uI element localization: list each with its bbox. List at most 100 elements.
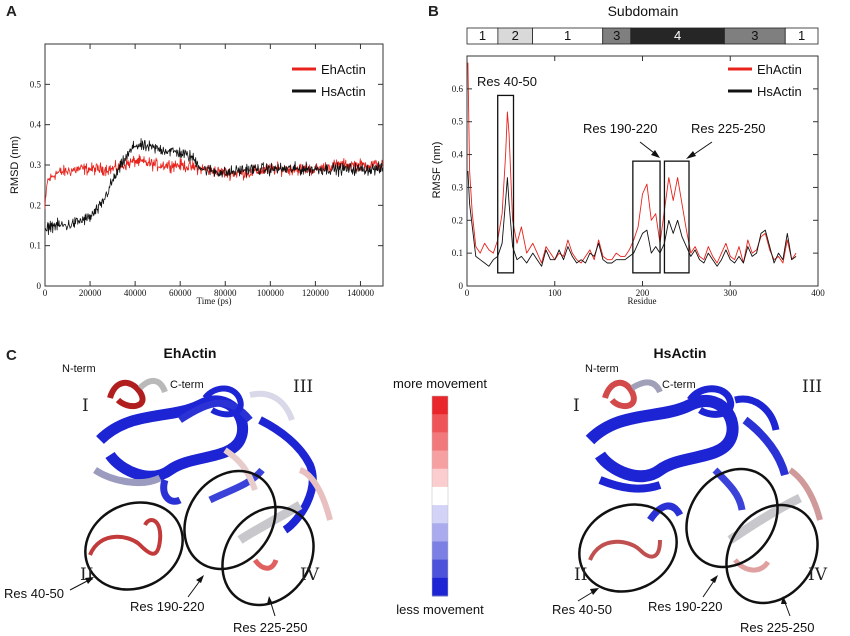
ehactin-ring-190-220 xyxy=(183,469,277,571)
subdomain-segment-label: 1 xyxy=(564,28,571,43)
rmsf-y-tick-label: 0.2 xyxy=(452,215,463,225)
region-label-225-250: Res 225-250 xyxy=(691,121,765,136)
subdomain-segment xyxy=(784,27,819,45)
rmsf-y-tick-label: 0.4 xyxy=(452,150,464,160)
colorbar-frame xyxy=(431,395,449,597)
hsactin-subdomain-ii: II xyxy=(574,565,587,585)
rmsf-x-tick-label: 200 xyxy=(636,288,650,298)
hsactin-ring-190-220 xyxy=(685,467,779,569)
hsactin-c-term: C-term xyxy=(662,379,696,391)
hsactin-structure: HsActin N-term C-term I xyxy=(552,345,828,635)
rmsd-x-tick-label: 20000 xyxy=(79,288,102,298)
ehactin-ring-40-50 xyxy=(84,501,184,591)
region-label-190-220: Res 190-220 xyxy=(583,121,657,136)
rmsd-x-tick-label: 100000 xyxy=(257,288,285,298)
colorbar-swatch xyxy=(432,523,448,542)
hsactin-subdomain-iv: IV xyxy=(808,565,828,585)
rmsd-chart: 0 20000 40000 60000 80000 100000 120000 140000 0… xyxy=(9,43,384,306)
colorbar-swatch xyxy=(432,541,448,561)
colorbar-swatch xyxy=(432,450,448,470)
rmsd-y-tick-label: 0.2 xyxy=(30,200,41,210)
ehactin-structure-title: EhActin xyxy=(164,345,217,361)
colorbar-top-label: more movement xyxy=(393,376,487,391)
rmsd-x-tick-label: 40000 xyxy=(124,288,147,298)
rmsf-region-box xyxy=(663,160,690,274)
rmsf-series-ehactin xyxy=(467,62,797,264)
colorbar-swatch xyxy=(432,505,448,524)
structure-panel: EhActin N-term C-term xyxy=(4,345,828,635)
ehactin-subdomain-iv: IV xyxy=(300,565,320,585)
rmsf-x-tick-label: 300 xyxy=(724,288,738,298)
hsactin-structure-title: HsActin xyxy=(654,345,707,361)
arrow-head-225-250 xyxy=(686,151,696,159)
rmsd-legend-hs: HsActin xyxy=(321,84,366,99)
subdomain-segment-label: 2 xyxy=(512,28,519,43)
rmsd-x-tick-label: 60000 xyxy=(169,288,192,298)
hsactin-subdomain-iii: III xyxy=(802,377,822,397)
rmsd-x-tick-label: 0 xyxy=(43,288,48,298)
rmsf-legend: EhActin HsActin xyxy=(728,62,802,99)
rmsf-y-axis-label: RMSF (nm) xyxy=(431,142,443,199)
rmsd-y-axis-label: RMSD (nm) xyxy=(9,136,21,194)
hsactin-ring-225-250 xyxy=(725,503,819,605)
rmsf-chart: Subdomain 1 2 1 3 4 3 1 0 100 200 300 400 0 0.1 0.2 0.… xyxy=(431,3,825,306)
hsactin-ring-40-50 xyxy=(578,503,678,593)
colorbar-bottom-label: less movement xyxy=(396,602,484,617)
hsactin-callout-40-50: Res 40-50 xyxy=(552,602,612,617)
rmsd-series-hsactin xyxy=(44,138,384,236)
colorbar-swatch xyxy=(432,559,448,579)
subdomain-segment-label: 3 xyxy=(613,28,620,43)
ehactin-callout-225-250: Res 225-250 xyxy=(233,620,307,635)
rmsf-legend-eh: EhActin xyxy=(757,62,802,77)
rmsf-x-tick-label: 400 xyxy=(811,288,825,298)
rmsf-region-box xyxy=(632,160,661,274)
rmsf-y-tick-label: 0.1 xyxy=(452,248,463,258)
arrow-head-190-220 xyxy=(651,150,660,158)
rmsd-x-tick-label: 140000 xyxy=(347,288,375,298)
rmsf-x-axis-label: Residue xyxy=(628,296,657,306)
colorbar-swatch xyxy=(432,414,448,433)
ehactin-ribbon xyxy=(88,378,333,571)
rmsf-y-tick-label: 0.5 xyxy=(452,117,464,127)
rmsd-legend: EhActin HsActin xyxy=(292,62,366,99)
subdomain-segment-label: 4 xyxy=(674,28,681,43)
colorbar-swatch xyxy=(432,432,448,452)
movement-colorbar: more movement less movement xyxy=(393,376,487,617)
rmsf-x-tick-label: 100 xyxy=(548,288,562,298)
rmsf-legend-hs: HsActin xyxy=(757,84,802,99)
rmsd-y-tick-label: 0.4 xyxy=(30,120,42,130)
ehactin-structure: EhActin N-term C-term xyxy=(4,345,333,635)
hsactin-callout-190-220: Res 190-220 xyxy=(648,599,722,614)
hsactin-callout-225-250: Res 225-250 xyxy=(740,620,814,635)
panel-b-label: B xyxy=(428,3,439,20)
rmsd-y-tick-label: 0.5 xyxy=(30,79,42,89)
colorbar-swatch xyxy=(432,468,448,488)
hsactin-n-term: N-term xyxy=(585,363,619,375)
region-label-40-50: Res 40-50 xyxy=(477,74,537,89)
ehactin-callout-190-220: Res 190-220 xyxy=(130,599,204,614)
subdomain-bar: 1 2 1 3 4 3 1 xyxy=(466,27,819,45)
rmsf-y-tick-label: 0 xyxy=(459,281,464,291)
rmsd-x-axis-label: Time (ps) xyxy=(197,296,232,306)
colorbar-swatch xyxy=(432,577,448,597)
hsactin-subdomain-i: I xyxy=(573,396,580,416)
rmsf-x-tick-label: 0 xyxy=(465,288,470,298)
rmsd-legend-eh: EhActin xyxy=(321,62,366,77)
panel-c-label: C xyxy=(6,347,17,364)
rmsf-series-hsactin xyxy=(467,170,797,267)
colorbar-swatch xyxy=(432,486,448,506)
ehactin-subdomain-iii: III xyxy=(293,377,313,397)
subdomain-segment-label: 1 xyxy=(798,28,805,43)
ehactin-ring-225-250 xyxy=(221,505,315,607)
rmsd-y-tick-label: 0.1 xyxy=(30,241,41,251)
ehactin-c-term: C-term xyxy=(170,379,204,391)
rmsf-y-tick-label: 0.3 xyxy=(452,182,464,192)
rmsf-region-box xyxy=(497,94,515,274)
rmsd-y-tick-label: 0 xyxy=(37,281,42,291)
ehactin-subdomain-ii: II xyxy=(80,565,93,585)
subdomain-segment-label: 3 xyxy=(751,28,758,43)
colorbar-swatch xyxy=(432,396,448,415)
ehactin-subdomain-i: I xyxy=(82,396,89,416)
ehactin-callout-40-50: Res 40-50 xyxy=(4,586,64,601)
